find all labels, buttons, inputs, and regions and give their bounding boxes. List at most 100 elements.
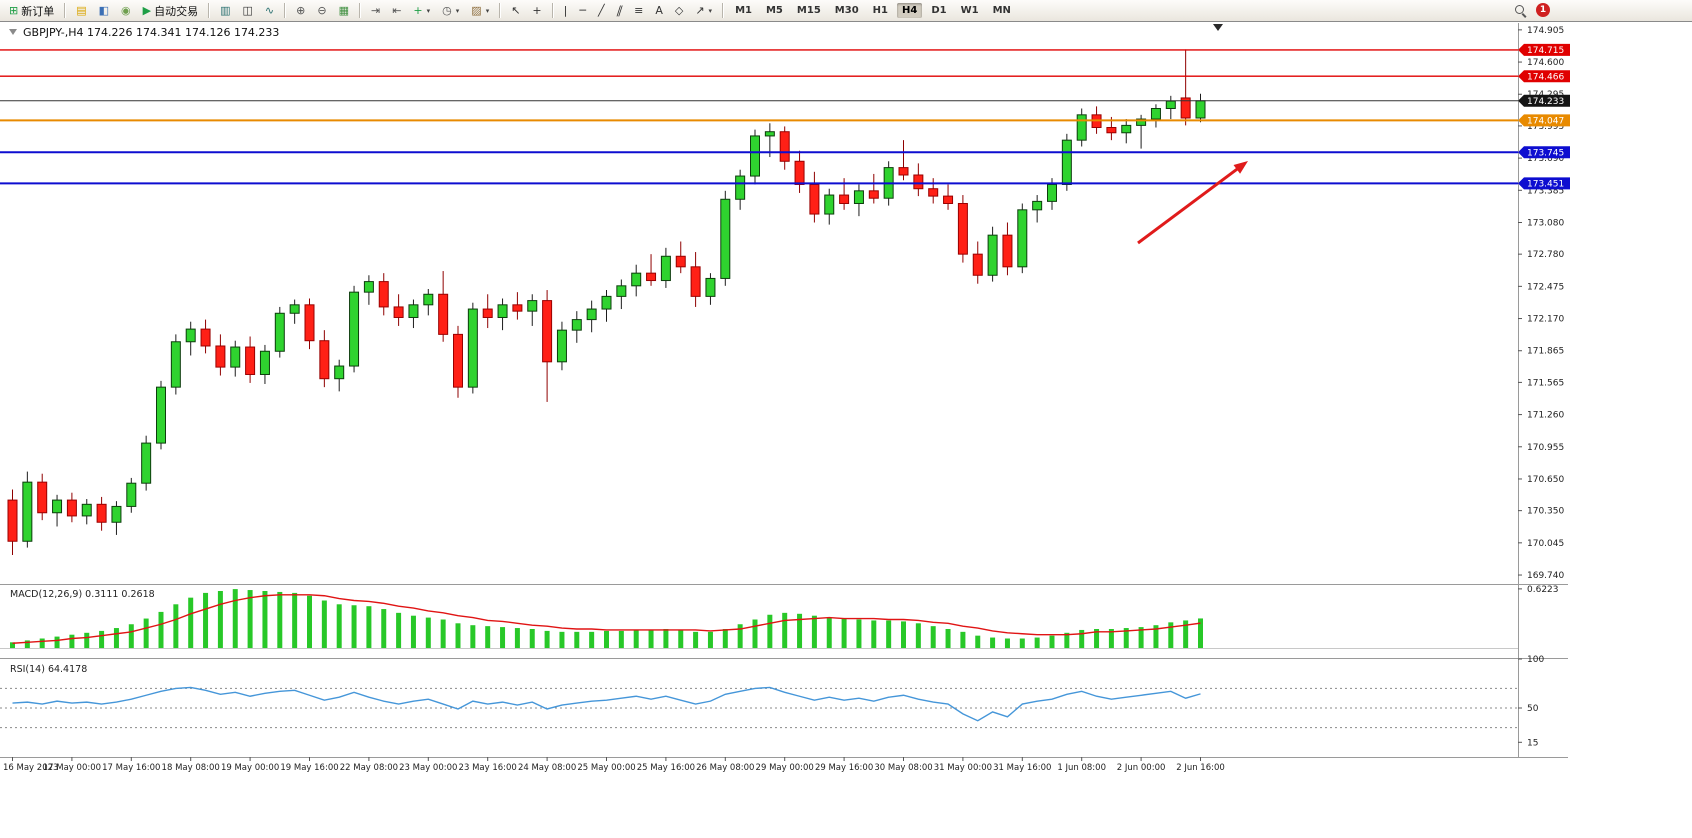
vertical-line-button[interactable]: |: [559, 1, 573, 21]
time-axis-label: 17 May 16:00: [102, 763, 160, 773]
horizontal-line-button[interactable]: ─: [574, 1, 591, 21]
periods-button[interactable]: ◷ ▾: [437, 1, 464, 21]
macd-histogram-bar: [99, 630, 105, 648]
macd-histogram-bar: [1108, 629, 1114, 648]
market-watch-button[interactable]: ▤: [71, 1, 91, 21]
timeframe-m5[interactable]: M5: [765, 5, 783, 16]
time-axis-label: 25 May 00:00: [577, 763, 635, 773]
price-tick-label: 172.170: [1527, 315, 1564, 325]
macd-histogram-bar: [1079, 629, 1085, 648]
templates-button[interactable]: ▨ ▾: [466, 1, 494, 21]
macd-histogram-bar: [24, 640, 30, 648]
candle-bullish: [141, 442, 152, 484]
macd-histogram-bar: [39, 638, 45, 648]
arrow-annotation[interactable]: [1137, 163, 1245, 245]
candle-bullish: [660, 255, 671, 282]
arrow-objects-button[interactable]: ↗ ▾: [690, 1, 717, 21]
candle-bearish: [972, 253, 983, 276]
new-order-button[interactable]: ⊞ 新订单: [4, 1, 59, 21]
channel-button[interactable]: ∥: [612, 1, 628, 21]
fibonacci-button[interactable]: ≡: [629, 1, 648, 21]
macd-histogram-bar: [1034, 637, 1040, 648]
timeframe-w1[interactable]: W1: [960, 5, 979, 16]
macd-histogram-bar: [886, 620, 892, 648]
macd-histogram-bar: [1153, 625, 1159, 648]
timeframe-m30[interactable]: M30: [834, 5, 859, 16]
price-axis[interactable]: [1518, 23, 1568, 757]
macd-histogram-bar: [247, 590, 253, 648]
candle-bearish: [1106, 126, 1117, 134]
navigator-button[interactable]: ◧: [94, 1, 114, 21]
macd-histogram-bar: [782, 612, 788, 648]
shapes-button[interactable]: ◇: [670, 1, 688, 21]
chart-shift-button[interactable]: ⇤: [387, 1, 406, 21]
toolbar-right-group: 1: [1514, 3, 1550, 17]
candle-bearish: [868, 190, 879, 199]
channel-icon: ∥: [614, 4, 625, 17]
cursor-button[interactable]: ↖: [506, 1, 525, 21]
macd-histogram-bar: [113, 628, 119, 648]
timeframe-h4[interactable]: H4: [896, 3, 923, 18]
chart-shift-marker[interactable]: [1213, 24, 1223, 31]
time-axis-label: 31 May 16:00: [993, 763, 1051, 773]
timeframe-m15[interactable]: M15: [796, 5, 821, 16]
text-icon: A: [655, 4, 663, 17]
toolbar-separator: [499, 3, 502, 18]
macd-histogram-bar: [574, 631, 580, 648]
time-axis-label: 19 May 16:00: [280, 763, 338, 773]
market-watch-icon: ▤: [76, 4, 87, 17]
crosshair-button[interactable]: +: [527, 1, 546, 21]
autotrading-button[interactable]: ▶ 自动交易: [138, 1, 203, 21]
zoom-out-button[interactable]: ⊖: [312, 1, 331, 21]
clock-icon: ◷: [442, 4, 452, 17]
chart-menu-arrow-icon[interactable]: [9, 29, 17, 35]
price-tick-label: 170.650: [1527, 475, 1564, 485]
tile-windows-button[interactable]: ▦: [334, 1, 354, 21]
candle-bearish: [482, 308, 493, 318]
macd-histogram-bar: [84, 632, 90, 648]
indicators-icon: +: [413, 4, 423, 17]
candle-bearish: [1180, 97, 1191, 119]
shapes-icon: ◇: [674, 4, 684, 17]
time-axis[interactable]: [0, 758, 1518, 776]
bar-chart-button[interactable]: ▥: [215, 1, 235, 21]
new-order-icon: ⊞: [9, 4, 19, 17]
timeframe-h1[interactable]: H1: [872, 5, 888, 16]
zoom-in-icon: ⊕: [296, 4, 306, 17]
candle-bullish: [22, 481, 33, 542]
macd-histogram-bar: [767, 614, 773, 648]
candle-bullish: [556, 329, 567, 363]
price-tag-label: 174.715: [1527, 46, 1564, 56]
trendline-button[interactable]: ╱: [593, 1, 610, 21]
macd-axis-label: 0.6223: [1527, 585, 1559, 595]
notification-badge[interactable]: 1: [1536, 3, 1550, 17]
autoscroll-button[interactable]: ⇥: [366, 1, 385, 21]
search-icon[interactable]: [1514, 4, 1527, 17]
candle-bullish: [705, 277, 716, 297]
line-chart-icon: ∿: [264, 4, 275, 17]
macd-histogram-bar: [188, 597, 194, 648]
rsi-axis-label: 50: [1527, 704, 1539, 714]
terminal-button[interactable]: ◉: [116, 1, 136, 21]
macd-histogram-bar: [559, 631, 565, 648]
macd-histogram-bar: [811, 615, 817, 648]
line-chart-button[interactable]: ∿: [260, 1, 279, 21]
candle-bullish: [1165, 100, 1176, 109]
timeframe-m1[interactable]: M1: [735, 5, 752, 16]
text-tool-button[interactable]: A: [650, 1, 668, 21]
candle-bullish: [631, 272, 642, 287]
timeframe-d1[interactable]: D1: [931, 5, 947, 16]
indicators-button[interactable]: + ▾: [408, 1, 435, 21]
time-axis-label: 23 May 00:00: [399, 763, 457, 773]
timeframe-mn[interactable]: MN: [992, 5, 1011, 16]
chart-shift-icon: ⇤: [392, 4, 402, 17]
macd-histogram-bar: [693, 631, 699, 648]
price-tick-label: 169.740: [1527, 571, 1564, 581]
candle-bullish: [616, 285, 627, 297]
zoom-in-button[interactable]: ⊕: [291, 1, 310, 21]
candlestick-button[interactable]: ◫: [238, 1, 258, 21]
candle-bearish: [1002, 234, 1013, 268]
candle-bullish: [408, 304, 419, 318]
zoom-out-icon: ⊖: [317, 4, 327, 17]
